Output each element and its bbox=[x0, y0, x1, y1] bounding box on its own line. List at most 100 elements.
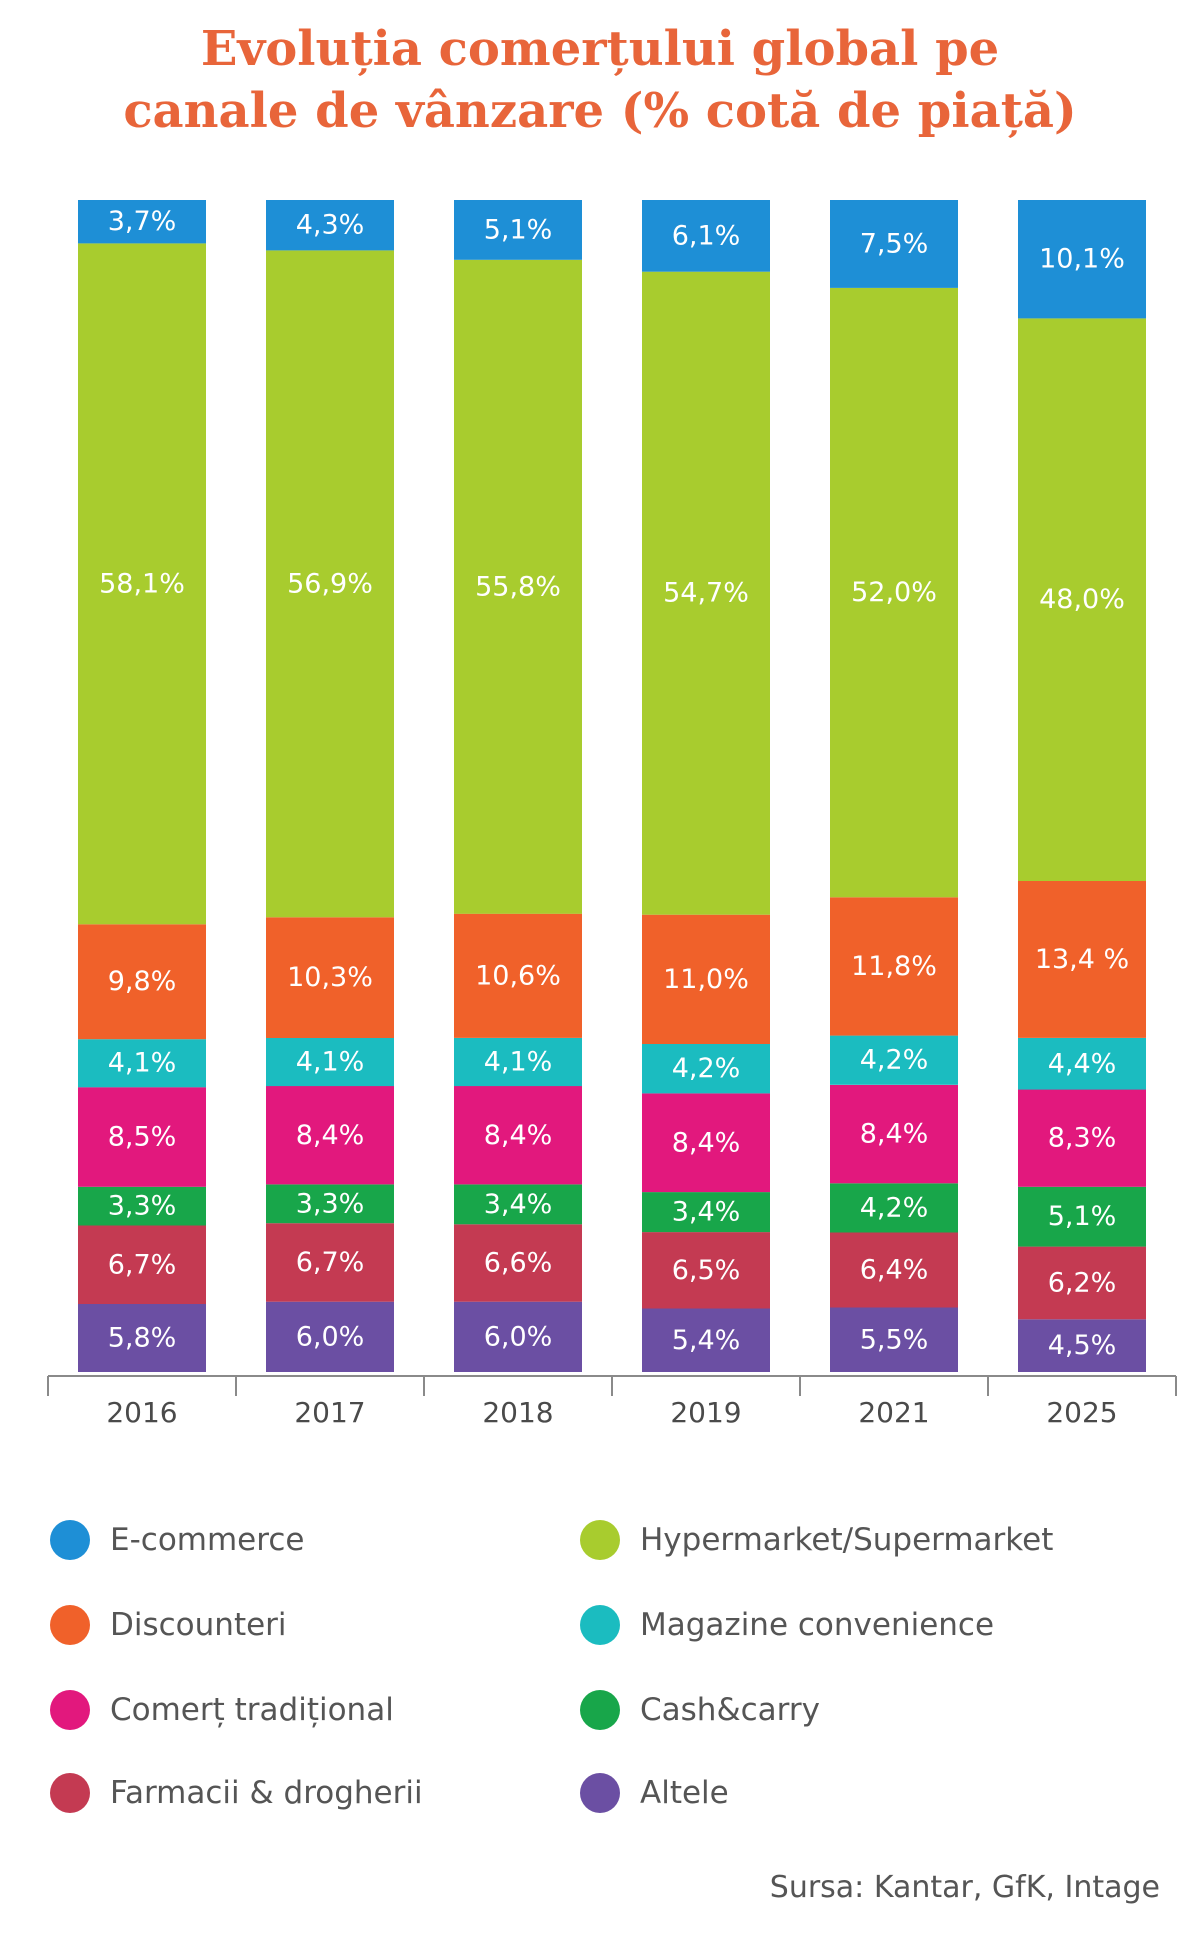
legend-label: Altele bbox=[640, 1775, 729, 1811]
legend-item-hypermarket: Hypermarket/Supermarket bbox=[580, 1520, 1053, 1560]
data-label: 9,8% bbox=[108, 966, 177, 997]
bar-segment bbox=[454, 259, 582, 914]
data-label: 11,8% bbox=[851, 951, 937, 982]
bar-segment bbox=[1018, 1186, 1146, 1247]
bar-segment bbox=[830, 200, 958, 288]
data-label: 8,4% bbox=[484, 1120, 553, 1151]
bar-segment bbox=[266, 1038, 394, 1087]
legend-swatch-farmacii bbox=[50, 1773, 90, 1813]
bar-segment bbox=[1018, 318, 1146, 881]
bar-segment bbox=[1018, 880, 1146, 1038]
data-label: 8,3% bbox=[1048, 1123, 1117, 1154]
legend-label: Farmacii & drogherii bbox=[110, 1775, 423, 1811]
data-label: 5,5% bbox=[860, 1324, 929, 1355]
x-tick-label: 2016 bbox=[106, 1396, 177, 1429]
data-label: 8,4% bbox=[860, 1119, 929, 1150]
data-label: 5,1% bbox=[484, 214, 553, 245]
data-label: 13,4 % bbox=[1035, 944, 1129, 975]
data-label: 8,4% bbox=[296, 1120, 365, 1151]
x-tick-label: 2018 bbox=[482, 1396, 553, 1429]
bar-segment bbox=[642, 914, 770, 1044]
bar-segment bbox=[830, 1084, 958, 1184]
data-label: 10,6% bbox=[475, 960, 561, 991]
data-label: 58,1% bbox=[99, 568, 185, 599]
legend-swatch-magazine-convenience bbox=[580, 1605, 620, 1645]
bar-segment bbox=[642, 1308, 770, 1372]
legend-label: Cash&carry bbox=[640, 1692, 820, 1728]
legend-label: Hypermarket/Supermarket bbox=[640, 1522, 1054, 1558]
bar-segment bbox=[78, 1039, 206, 1088]
data-label: 10,1% bbox=[1039, 244, 1125, 275]
data-label: 5,1% bbox=[1048, 1201, 1117, 1232]
data-label: 54,7% bbox=[663, 578, 749, 609]
legend-item-altele: Altele bbox=[580, 1773, 729, 1813]
bar-segment bbox=[454, 1224, 582, 1302]
data-label: 6,0% bbox=[484, 1321, 553, 1352]
data-label: 4,1% bbox=[484, 1047, 553, 1078]
data-label: 3,3% bbox=[108, 1191, 177, 1222]
data-label: 48,0% bbox=[1039, 584, 1125, 615]
stacked-bar-chart: 5,8% 6,7% 3,3% 8,5% 4,1% 9,8% 58,1% 3,7% 2016 6,0… bbox=[47, 200, 1177, 1429]
bar-segment bbox=[454, 200, 582, 260]
bar-segment bbox=[266, 917, 394, 1038]
data-label: 6,7% bbox=[296, 1247, 365, 1278]
data-label: 3,4% bbox=[484, 1189, 553, 1220]
data-label: 6,2% bbox=[1048, 1267, 1117, 1298]
data-label: 3,4% bbox=[672, 1197, 741, 1228]
legend-item-cash-carry: Cash&carry bbox=[580, 1690, 820, 1730]
data-label: 5,8% bbox=[108, 1323, 177, 1354]
bar-segment bbox=[1018, 1089, 1146, 1187]
data-label: 6,5% bbox=[672, 1255, 741, 1286]
legend-swatch-e-commerce bbox=[50, 1520, 90, 1560]
legend-item-comert-traditional: Comerț tradițional bbox=[50, 1690, 394, 1730]
legend-item-e-commerce: E-commerce bbox=[50, 1520, 304, 1560]
bar-segment bbox=[642, 1192, 770, 1233]
data-label: 6,0% bbox=[296, 1321, 365, 1352]
bar-segment bbox=[642, 1232, 770, 1309]
bar-segment bbox=[78, 1225, 206, 1304]
legend-label: E-commerce bbox=[110, 1522, 305, 1558]
bar-segment bbox=[830, 1035, 958, 1085]
legend-swatch-comert-traditional bbox=[50, 1690, 90, 1730]
bar-segment bbox=[266, 200, 394, 251]
bar-segment bbox=[78, 924, 206, 1040]
legend-swatch-cash-carry bbox=[580, 1690, 620, 1730]
bar-segment bbox=[1018, 1319, 1146, 1372]
data-label: 4,2% bbox=[860, 1192, 929, 1223]
data-label: 6,4% bbox=[860, 1255, 929, 1286]
x-tick-label: 2021 bbox=[858, 1396, 929, 1429]
data-label: 52,0% bbox=[851, 577, 937, 608]
data-label: 11,0% bbox=[663, 964, 749, 995]
data-label: 56,9% bbox=[287, 568, 373, 599]
bar-segment bbox=[266, 250, 394, 918]
data-label: 7,5% bbox=[860, 228, 929, 259]
chart-title-line2: canale de vânzare (% cotă de piață) bbox=[123, 83, 1077, 139]
legend-item-magazine-convenience: Magazine convenience bbox=[580, 1605, 994, 1645]
data-label: 4,1% bbox=[296, 1047, 365, 1078]
bar-segment bbox=[642, 1093, 770, 1193]
data-label: 5,4% bbox=[672, 1325, 741, 1356]
x-tick-label: 2017 bbox=[294, 1396, 365, 1429]
bar-segment bbox=[454, 1184, 582, 1225]
legend-label: Discounteri bbox=[110, 1607, 287, 1643]
legend-swatch-altele bbox=[580, 1773, 620, 1813]
bar-segment bbox=[1018, 1038, 1146, 1090]
bar-segment bbox=[266, 1301, 394, 1372]
bar-segment bbox=[830, 1307, 958, 1372]
data-label: 4,1% bbox=[108, 1048, 177, 1079]
data-label: 6,1% bbox=[672, 220, 741, 251]
legend-label: Magazine convenience bbox=[640, 1607, 995, 1643]
x-tick-label: 2019 bbox=[670, 1396, 741, 1429]
bar-segment bbox=[830, 1183, 958, 1233]
bar-segment bbox=[830, 1232, 958, 1308]
bar-segment bbox=[78, 1186, 206, 1226]
legend-item-discounteri: Discounteri bbox=[50, 1605, 287, 1645]
chart-title: Evoluția comerțului global pe canale de … bbox=[0, 18, 1200, 142]
data-label: 3,3% bbox=[296, 1188, 365, 1219]
bar-segment bbox=[1018, 1246, 1146, 1320]
bar-segment bbox=[642, 1044, 770, 1094]
chart-legend: E-commerce Hypermarket/Supermarket Disco… bbox=[40, 1520, 1160, 1860]
bar-segment bbox=[642, 271, 770, 915]
bar-segment bbox=[830, 897, 958, 1036]
data-label: 6,7% bbox=[108, 1249, 177, 1280]
